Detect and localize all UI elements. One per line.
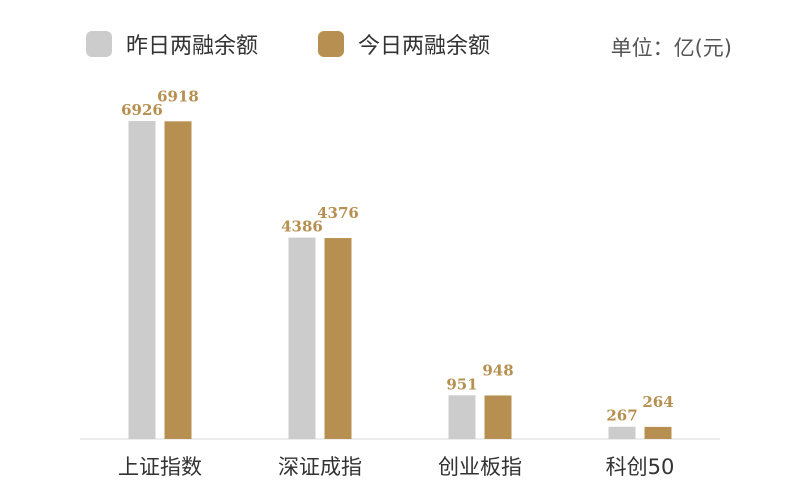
bar-yesterday-1 [288, 237, 316, 439]
unit-label: 单位：亿(元) [610, 36, 732, 60]
legend-swatch-today [318, 31, 344, 57]
bar-today-0 [164, 121, 192, 439]
value-label-yesterday-1: 4386 [281, 218, 323, 236]
value-label-today-3: 264 [642, 393, 673, 411]
bar-yesterday-0 [128, 120, 156, 439]
value-label-yesterday-2: 951 [446, 375, 477, 393]
bar-today-2 [484, 395, 512, 439]
x-tick-label-2: 创业板指 [438, 455, 522, 479]
legend-item-today: 今日两融余额 [318, 28, 490, 60]
value-label-today-1: 4376 [317, 204, 359, 222]
bar-today-1 [324, 238, 352, 439]
x-tick-label-3: 科创50 [606, 455, 675, 479]
x-tick-label-0: 上证指数 [118, 455, 202, 479]
legend-swatch-yesterday [86, 31, 112, 57]
legend-label-yesterday: 昨日两融余额 [126, 34, 259, 59]
bar-today-3 [644, 426, 672, 439]
x-tick-label-1: 深证成指 [278, 455, 362, 479]
legend-item-yesterday: 昨日两融余额 [86, 28, 258, 60]
bar-yesterday-3 [608, 426, 636, 439]
value-label-yesterday-3: 267 [606, 407, 637, 425]
value-label-yesterday-0: 6926 [121, 101, 163, 119]
legend-label-today: 今日两融余额 [358, 34, 491, 59]
value-label-today-0: 6918 [157, 87, 199, 105]
bar-yesterday-2 [448, 395, 476, 439]
value-label-today-2: 948 [482, 361, 513, 379]
